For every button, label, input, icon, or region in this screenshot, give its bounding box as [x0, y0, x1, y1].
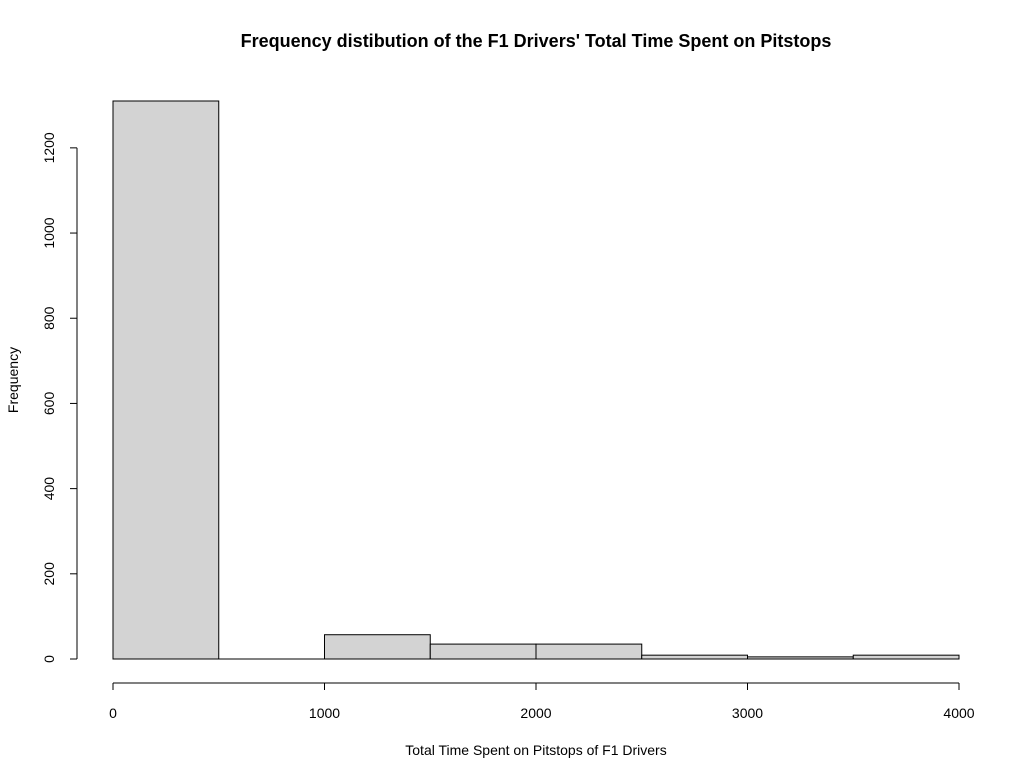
histogram-bar	[641, 654, 748, 660]
y-tick-label: 1200	[41, 132, 57, 163]
y-tick-label: 400	[41, 477, 57, 501]
bars-group	[112, 100, 960, 660]
x-tick-label: 0	[109, 705, 117, 721]
histogram-bar	[535, 643, 643, 660]
y-axis-label: Frequency	[5, 347, 21, 413]
y-tick-label: 200	[41, 562, 57, 586]
chart-title: Frequency distibution of the F1 Drivers'…	[241, 31, 832, 51]
x-tick-label: 3000	[732, 705, 763, 721]
histogram-bar	[747, 656, 854, 660]
x-tick-label: 2000	[520, 705, 551, 721]
y-axis: 0 200 400 600 800 1000 1200	[41, 132, 78, 663]
histogram-bar	[429, 643, 537, 660]
x-tick-label: 4000	[943, 705, 974, 721]
histogram-bar	[852, 654, 960, 660]
x-tick-label: 1000	[309, 705, 340, 721]
histogram-bar	[112, 100, 220, 660]
histogram-bar	[324, 634, 431, 660]
x-axis-label: Total Time Spent on Pitstops of F1 Drive…	[405, 742, 666, 758]
y-tick-label: 600	[41, 392, 57, 416]
x-axis: 0 1000 2000 3000 4000	[109, 682, 975, 721]
y-tick-label: 0	[41, 655, 57, 663]
y-tick-label: 1000	[41, 217, 57, 248]
y-tick-label: 800	[41, 306, 57, 330]
